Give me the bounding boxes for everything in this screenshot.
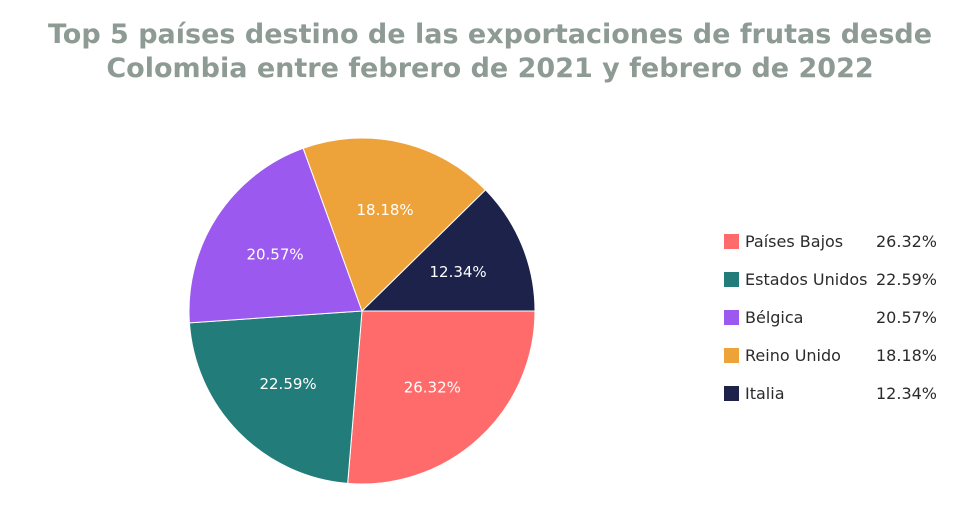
pie-slice-label-1: 22.59% xyxy=(259,375,316,393)
legend-percentage: 12.34% xyxy=(876,383,938,403)
legend-percentage: 22.59% xyxy=(876,269,938,289)
legend-item[interactable]: Italia 12.34% xyxy=(724,374,974,412)
chart-title: Top 5 países destino de las exportacione… xyxy=(0,18,980,86)
legend-swatch xyxy=(724,385,739,401)
chart-title-line-1: Top 5 países destino de las exportacione… xyxy=(47,19,933,50)
legend-item[interactable]: Estados Unidos 22.59% xyxy=(724,260,974,298)
legend-item[interactable]: Países Bajos 26.32% xyxy=(724,222,974,260)
legend-item[interactable]: Reino Unido 18.18% xyxy=(724,336,974,374)
legend-item[interactable]: Bélgica 20.57% xyxy=(724,298,974,336)
pie-slice-0[interactable] xyxy=(347,310,536,485)
legend-swatch xyxy=(724,309,739,325)
pie-slice-label-2: 20.57% xyxy=(246,245,303,263)
legend-label: Bélgica xyxy=(745,307,804,327)
chart-title-line-2: Colombia entre febrero de 2021 y febrero… xyxy=(106,53,874,84)
pie-slice-4[interactable] xyxy=(360,189,536,312)
legend-swatch xyxy=(724,347,739,363)
pie-slice-1[interactable] xyxy=(188,310,363,484)
legend-label: Italia xyxy=(745,383,785,403)
legend-label: Países Bajos xyxy=(745,231,844,251)
legend-percentage: 20.57% xyxy=(876,307,938,327)
legend-percentage: 18.18% xyxy=(876,345,938,365)
pie-slice-label-4: 12.34% xyxy=(429,263,486,281)
chart-legend: Países Bajos 26.32% Estados Unidos 22.59% Bé… xyxy=(724,222,974,412)
legend-swatch xyxy=(724,233,739,249)
pie-slice-3[interactable] xyxy=(302,137,487,312)
legend-swatch xyxy=(724,271,739,287)
legend-label: Estados Unidos xyxy=(745,269,868,289)
legend-label: Reino Unido xyxy=(745,345,841,365)
pie-slice-label-3: 18.18% xyxy=(356,201,413,219)
pie-slice-label-0: 26.32% xyxy=(404,378,461,396)
legend-percentage: 26.32% xyxy=(876,231,938,251)
